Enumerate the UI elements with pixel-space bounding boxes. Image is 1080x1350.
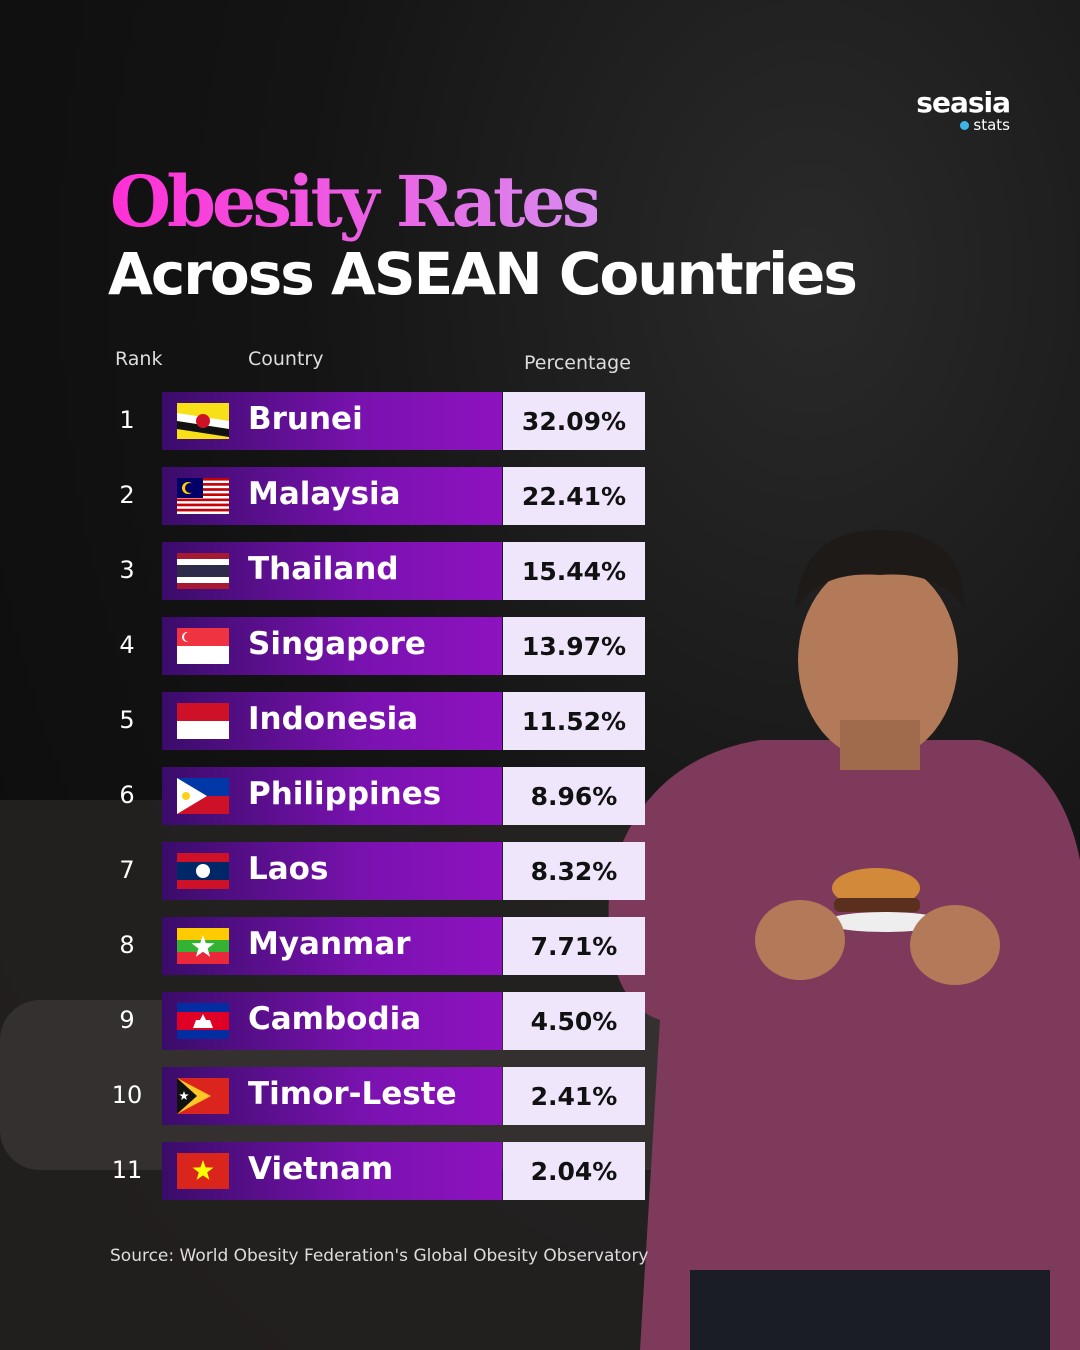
title-line-1: Obesity Rates — [110, 160, 601, 243]
country-name: Vietnam — [248, 1151, 394, 1187]
country-name: Philippines — [248, 776, 442, 812]
person-hand — [755, 900, 845, 980]
brand-name: seasia — [916, 86, 1011, 119]
rank: 7 — [119, 856, 135, 884]
header-rank: Rank — [115, 348, 163, 370]
percentage: 2.04% — [503, 1142, 645, 1200]
percentage: 22.41% — [503, 467, 645, 525]
percentage: 15.44% — [503, 542, 645, 600]
rank: 5 — [119, 706, 135, 734]
flag — [177, 928, 229, 964]
brand: seasia stats — [900, 86, 1011, 133]
title-line-2: Across ASEAN Countries — [108, 240, 858, 308]
rank: 10 — [111, 1081, 143, 1109]
person-shirt — [608, 740, 1080, 1350]
country-name: Cambodia — [248, 1001, 422, 1037]
flag — [177, 1078, 229, 1114]
flag — [177, 853, 229, 889]
burger-patty — [834, 898, 920, 912]
percentage: 4.50% — [503, 992, 645, 1050]
header-percentage: Percentage — [524, 352, 631, 374]
country-name: Laos — [248, 851, 329, 887]
country-name: Brunei — [248, 401, 363, 437]
person-hand — [910, 905, 1000, 985]
person-pants — [690, 1270, 1050, 1350]
person-face — [798, 560, 958, 760]
person-hair — [795, 530, 965, 610]
rank: 8 — [119, 931, 135, 959]
brand-sub: stats — [900, 118, 1010, 133]
country-name: Myanmar — [248, 926, 411, 962]
percentage: 8.96% — [503, 767, 645, 825]
flag — [177, 703, 229, 739]
rank: 2 — [119, 481, 135, 509]
percentage: 2.41% — [503, 1067, 645, 1125]
percentage: 8.32% — [503, 842, 645, 900]
rank: 6 — [119, 781, 135, 809]
rank: 11 — [111, 1156, 143, 1184]
country-name: Timor-Leste — [248, 1076, 457, 1112]
rank: 9 — [119, 1006, 135, 1034]
rank: 3 — [119, 556, 135, 584]
percentage: 13.97% — [503, 617, 645, 675]
flag — [177, 1003, 229, 1039]
flag — [177, 628, 229, 664]
percentage: 11.52% — [503, 692, 645, 750]
person-neck — [840, 720, 920, 770]
country-name: Singapore — [248, 626, 426, 662]
header-country: Country — [248, 348, 324, 370]
country-name: Malaysia — [248, 476, 401, 512]
flag — [177, 1153, 229, 1189]
flag — [177, 403, 229, 439]
percentage: 7.71% — [503, 917, 645, 975]
country-name: Indonesia — [248, 701, 419, 737]
flag — [177, 478, 229, 514]
rank: 4 — [119, 631, 135, 659]
percentage: 32.09% — [503, 392, 645, 450]
source: Source: World Obesity Federation's Globa… — [110, 1246, 649, 1266]
rank: 1 — [119, 406, 135, 434]
flag — [177, 778, 229, 814]
country-name: Thailand — [248, 551, 399, 587]
flag — [177, 553, 229, 589]
